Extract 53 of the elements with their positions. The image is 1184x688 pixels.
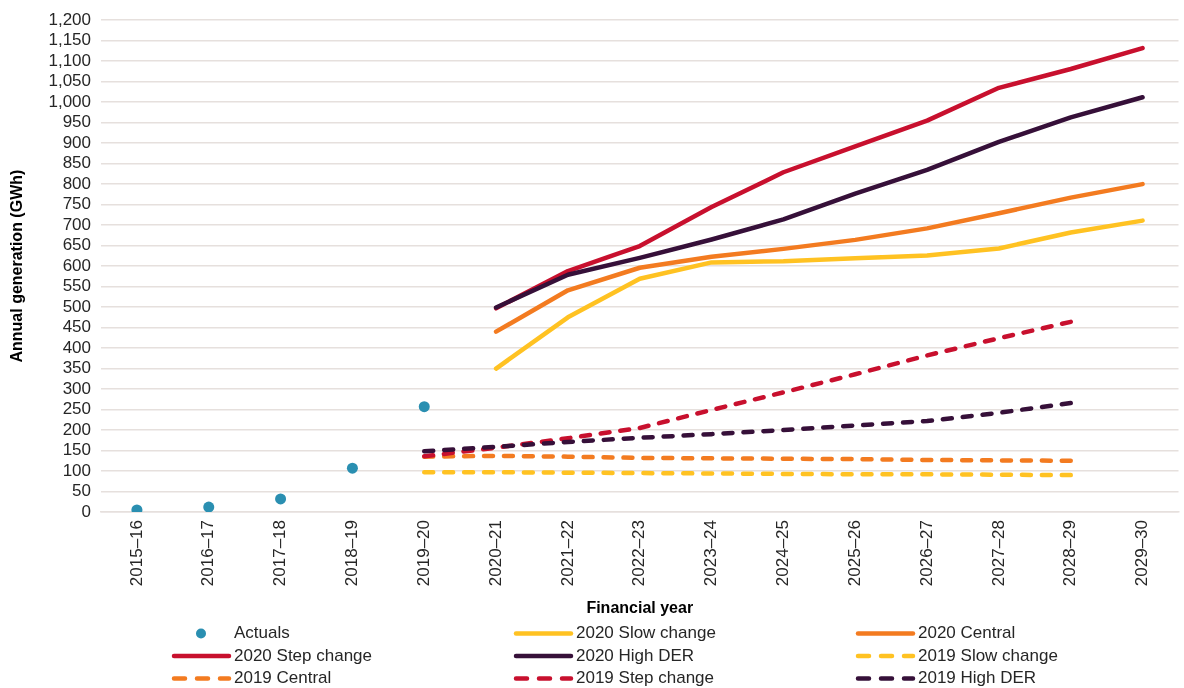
y-tick-label: 50 [72, 481, 91, 501]
y-tick-label: 750 [62, 194, 91, 214]
legend-label: 2019 High DER [918, 668, 1037, 688]
y-tick-label: 1,150 [48, 30, 91, 50]
y-tick-label: 850 [62, 153, 91, 173]
line-series [422, 319, 1073, 459]
x-tick-label: 2016–17 [198, 520, 218, 587]
y-tick-label: 800 [62, 173, 91, 193]
legend-label: 2019 Central [234, 668, 332, 688]
y-tick-label: 0 [81, 501, 91, 521]
x-tick-label: 2017–18 [270, 520, 290, 587]
x-tick-label: 2021–22 [557, 520, 577, 587]
x-tick-label: 2020–21 [485, 520, 505, 587]
y-tick-label: 1,200 [48, 9, 91, 29]
y-tick-label: 1,050 [48, 71, 91, 91]
x-tick-label: 2015–16 [126, 520, 146, 587]
y-tick-label: 1,100 [48, 50, 91, 70]
legend-label: 2019 Slow change [918, 645, 1058, 665]
legend-label: Actuals [234, 623, 290, 643]
y-tick-label: 400 [62, 337, 91, 357]
y-tick-label: 350 [62, 358, 91, 378]
x-tick-label: 2022–23 [629, 520, 649, 587]
y-tick-label: 100 [62, 460, 91, 480]
line-series [422, 400, 1073, 454]
x-axis-title: Financial year [586, 598, 694, 616]
y-tick-label: 700 [62, 214, 91, 234]
y-tick-label: 300 [62, 378, 91, 398]
y-tick-label: 200 [62, 419, 91, 439]
y-tick-label: 550 [62, 276, 91, 296]
legend-label: 2020 Slow change [576, 623, 716, 643]
y-tick-label: 500 [62, 296, 91, 316]
x-tick-label: 2025–26 [844, 520, 864, 587]
y-tick-label: 600 [62, 255, 91, 275]
legend-label: 2019 Step change [576, 668, 715, 688]
x-tick-label: 2029–30 [1132, 520, 1152, 587]
x-tick-label: 2026–27 [916, 520, 936, 587]
y-tick-label: 150 [62, 440, 91, 460]
legend-label: 2020 High DER [576, 645, 695, 665]
y-axis-title: Annual generation (GWh) [8, 169, 26, 363]
x-tick-label: 2027–28 [988, 520, 1008, 587]
y-tick-label: 450 [62, 317, 91, 337]
x-tick-label: 2019–20 [413, 520, 433, 587]
y-tick-label: 900 [62, 132, 91, 152]
y-tick-label: 950 [62, 112, 91, 132]
x-tick-label: 2023–24 [701, 520, 721, 587]
y-tick-label: 250 [62, 399, 91, 419]
y-tick-label: 650 [62, 235, 91, 255]
legend-label: 2020 Step change [234, 645, 373, 665]
x-tick-label: 2028–29 [1060, 520, 1080, 587]
y-tick-label: 1,000 [48, 91, 91, 111]
x-tick-label: 2024–25 [773, 520, 793, 587]
x-tick-label: 2018–19 [342, 520, 362, 587]
legend-label: 2020 Central [918, 623, 1016, 643]
